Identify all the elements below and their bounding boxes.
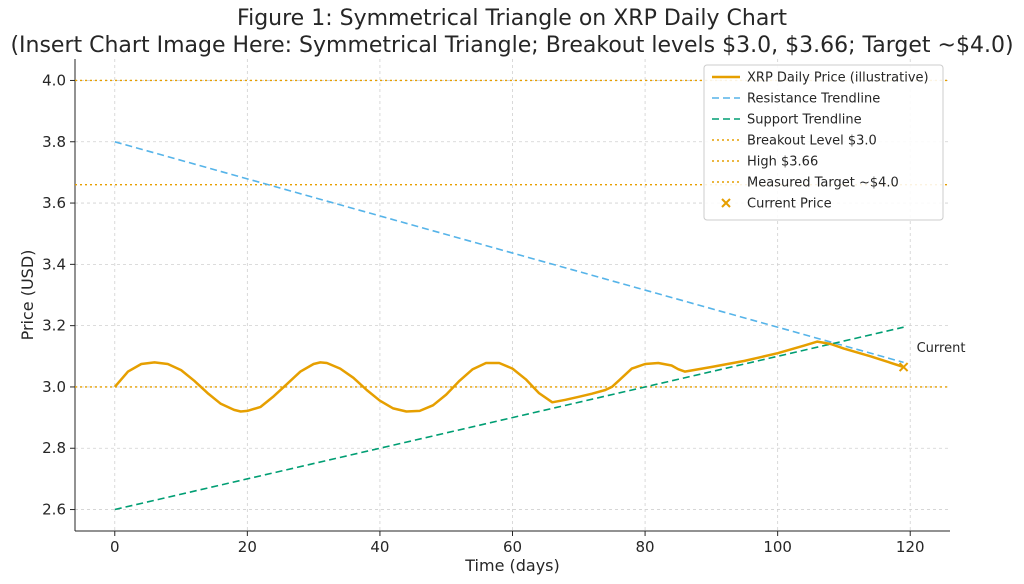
legend-box [703, 64, 944, 221]
x-tick-label-1: 20 [238, 538, 257, 556]
x-axis-label: Time (days) [464, 556, 560, 575]
y-tick-label-2: 3.0 [42, 378, 66, 396]
chart-title: Figure 1: Symmetrical Triangle on XRP Da… [237, 6, 787, 31]
x-tick-label-4: 80 [636, 538, 655, 556]
x-tick-label-3: 60 [503, 538, 522, 556]
series-line-0 [113, 340, 904, 413]
y-tick-label-3: 3.2 [42, 317, 66, 335]
y-axis-label: Price (USD) [18, 250, 37, 341]
current-price-marker-0 [898, 362, 909, 372]
series-line-1 [114, 141, 904, 364]
x-tick-label-0: 0 [110, 538, 120, 556]
legend-label-4: High $3.66 [747, 155, 818, 170]
y-tick-label-0: 2.6 [42, 501, 66, 519]
legend-swatch-6 [721, 198, 731, 208]
y-tick-label-5: 3.6 [42, 194, 66, 212]
annotation-0: Current [917, 341, 966, 356]
x-tick-label-2: 40 [370, 538, 389, 556]
y-tick-label-7: 4.0 [42, 71, 66, 89]
legend-label-3: Breakout Level $3.0 [747, 134, 877, 149]
y-tick-label-1: 2.8 [42, 439, 66, 457]
y-tick-label-6: 3.8 [42, 133, 66, 151]
legend-label-5: Measured Target ~$4.0 [747, 176, 899, 191]
series-line-2 [114, 326, 904, 511]
legend-label-6: Current Price [747, 197, 832, 212]
legend-label-1: Resistance Trendline [747, 92, 880, 107]
x-tick-label-5: 100 [763, 538, 792, 556]
x-tick-label-6: 120 [896, 538, 925, 556]
y-tick-label-4: 3.4 [42, 255, 66, 273]
legend-label-0: XRP Daily Price (illustrative) [747, 71, 929, 86]
chart-subtitle: (Insert Chart Image Here: Symmetrical Tr… [10, 33, 1014, 58]
legend-label-2: Support Trendline [747, 113, 862, 128]
